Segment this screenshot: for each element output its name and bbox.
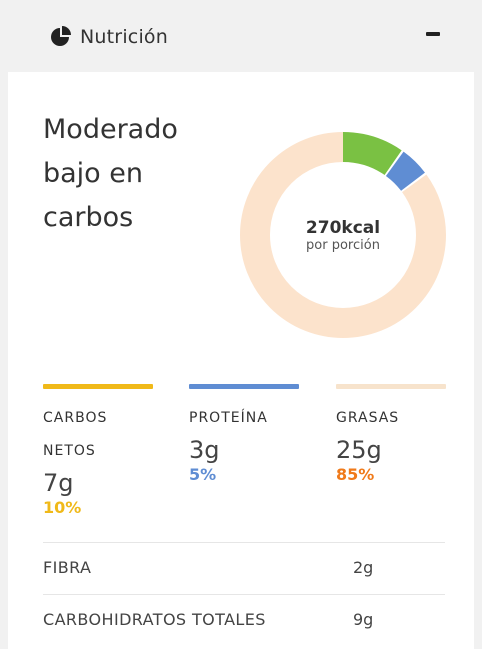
- nutrition-header[interactable]: Nutrición: [4, 0, 478, 72]
- donut-segment-fat: [240, 132, 446, 338]
- pie-chart-icon: [51, 26, 71, 46]
- macro-fat: GRASAS 25g 85%: [336, 384, 446, 485]
- macro-bar-fat: [336, 384, 446, 389]
- macro-percent-carbs: 10%: [43, 498, 82, 517]
- detail-value: 2g: [353, 558, 374, 577]
- macro-value-fat: 25g: [336, 436, 382, 464]
- nutrition-card: Nutrición Moderado bajo en carbos 270kca…: [4, 0, 478, 649]
- detail-label: FIBRA: [43, 558, 92, 577]
- detail-label: CARBOHIDRATOS TOTALES: [43, 610, 266, 629]
- minus-icon: [426, 32, 440, 36]
- calories-unit: por porción: [306, 238, 380, 253]
- macro-label-carbs: CARBOS NETOS: [43, 410, 108, 459]
- macro-label-fat: GRASAS: [336, 410, 400, 426]
- detail-value: 9g: [353, 610, 374, 629]
- macro-percent-fat: 85%: [336, 465, 375, 484]
- macro-label-protein: PROTEÍNA: [189, 410, 268, 426]
- diet-label: Moderado bajo en carbos: [43, 114, 178, 233]
- macro-donut-chart: [240, 132, 446, 338]
- macro-protein: PROTEÍNA 3g 5%: [189, 384, 299, 485]
- collapse-button[interactable]: [424, 30, 442, 38]
- macro-percent-protein: 5%: [189, 465, 217, 484]
- macro-value-protein: 3g: [189, 436, 220, 464]
- macro-bar-protein: [189, 384, 299, 389]
- detail-row-fiber: FIBRA 2g: [43, 542, 445, 594]
- calories-value: 270kcal: [305, 218, 381, 238]
- macro-value-carbs: 7g: [43, 469, 74, 497]
- detail-row-total-carbs: CARBOHIDRATOS TOTALES 9g: [43, 594, 445, 646]
- section-title: Nutrición: [80, 26, 168, 48]
- macro-carbs: CARBOS NETOS 7g 10%: [43, 384, 153, 518]
- macro-bar-carbs: [43, 384, 153, 389]
- nutrition-panel: Moderado bajo en carbos 270kcal por porc…: [8, 72, 474, 649]
